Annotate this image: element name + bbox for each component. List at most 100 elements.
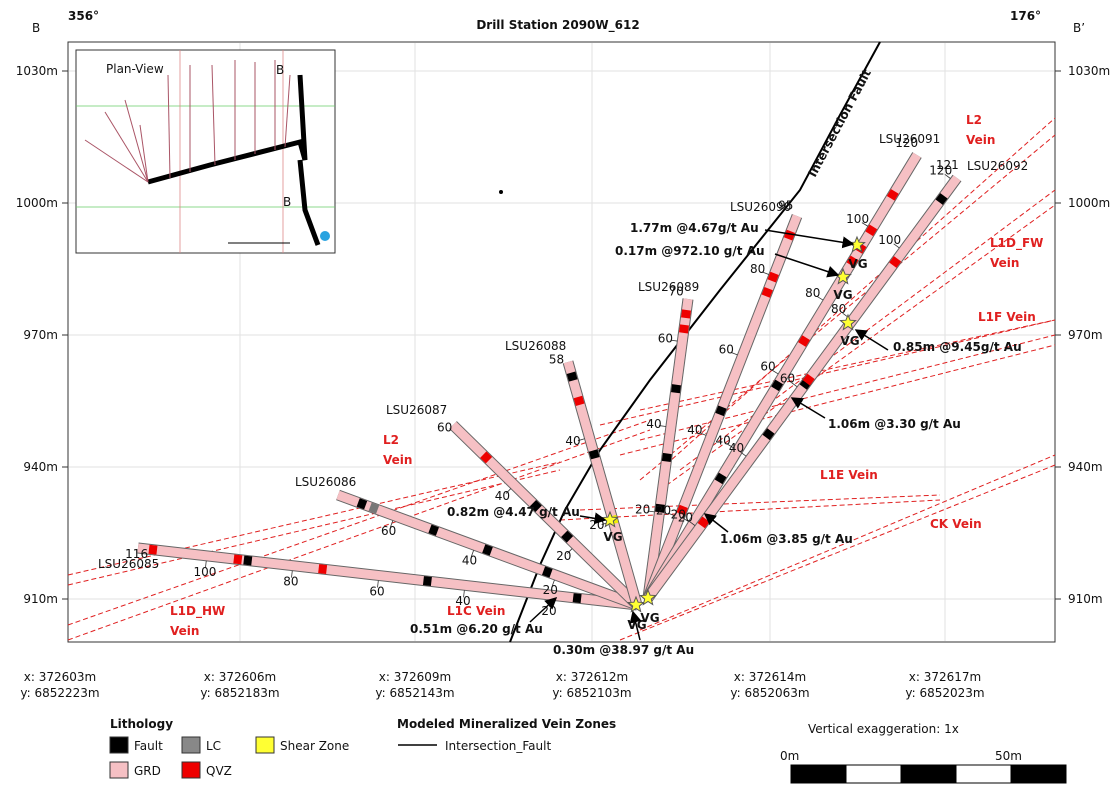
x-coord-label: x: 372612m bbox=[556, 670, 628, 684]
legend-label: QVZ bbox=[206, 764, 232, 778]
depth-tick bbox=[658, 425, 666, 427]
x-coord-label: x: 372606m bbox=[204, 670, 276, 684]
intercept-label: 0.85m @9.45g/t Au bbox=[893, 340, 1022, 354]
depth-label: 20 bbox=[556, 549, 571, 563]
y-tick-label: 910m bbox=[1068, 592, 1103, 606]
vg-star bbox=[639, 588, 657, 606]
intercept-arrow bbox=[854, 329, 889, 351]
lithology-interval bbox=[482, 544, 493, 556]
depth-tick bbox=[463, 590, 465, 598]
scale-segment bbox=[845, 764, 902, 784]
y-tick-label: 970m bbox=[1068, 328, 1103, 342]
legend-swatch bbox=[181, 761, 201, 779]
vg-label: VG bbox=[640, 611, 659, 625]
vein-boundary bbox=[579, 494, 941, 511]
depth-label: 20 bbox=[635, 502, 650, 516]
intercept-label: 1.77m @4.67g/t Au bbox=[630, 221, 759, 235]
intercept-arrow bbox=[529, 596, 558, 623]
vein-boundary bbox=[619, 464, 1056, 641]
lithology-interval bbox=[802, 373, 815, 386]
section-label: B’ bbox=[1073, 21, 1085, 35]
inset-marker: B bbox=[276, 63, 284, 77]
lithology-interval bbox=[771, 379, 784, 392]
depth-tick bbox=[762, 271, 769, 275]
hole-name: LSU26086 bbox=[295, 475, 356, 489]
depth-label: 100 bbox=[846, 212, 869, 226]
lithology-interval bbox=[661, 452, 672, 463]
vein-label: Vein bbox=[990, 256, 1019, 270]
vein-label: L1E Vein bbox=[820, 468, 878, 482]
y-tick-label: 940m bbox=[23, 460, 58, 474]
lithology-interval bbox=[681, 309, 691, 319]
lithology-interval bbox=[762, 428, 775, 441]
vein-boundary bbox=[639, 334, 1056, 441]
lithology-interval bbox=[886, 189, 899, 201]
lithology-interval bbox=[671, 384, 681, 394]
inset-hole bbox=[139, 124, 149, 183]
y-coord-label: y: 6852223m bbox=[20, 686, 99, 700]
vg-star bbox=[627, 595, 645, 613]
vein-boundary bbox=[639, 454, 1056, 631]
lithology-interval bbox=[480, 451, 493, 464]
scale-segment bbox=[900, 764, 957, 784]
depth-tick bbox=[689, 521, 696, 526]
scale-segment bbox=[1010, 764, 1067, 784]
depth-label: 40 bbox=[495, 489, 510, 503]
lithology-interval bbox=[541, 566, 553, 578]
hole-name: LSU26090 bbox=[730, 200, 791, 214]
depth-label: 80 bbox=[831, 302, 846, 316]
depth-label: 120 bbox=[929, 163, 952, 177]
inset-frame bbox=[75, 49, 336, 254]
plot-frame bbox=[67, 41, 1056, 643]
lithology-interval bbox=[428, 524, 439, 536]
depth-label: 40 bbox=[687, 423, 702, 437]
azimuth: 176° bbox=[1010, 9, 1041, 23]
point bbox=[499, 190, 503, 194]
inset-drift bbox=[147, 74, 308, 185]
depth-label: 20 bbox=[678, 511, 693, 525]
intercept-label: 1.06m @3.30 g/t Au bbox=[828, 417, 961, 431]
vein-boundary bbox=[639, 319, 1056, 411]
depth-label: 40 bbox=[565, 434, 580, 448]
x-coord-label: x: 372609m bbox=[379, 670, 451, 684]
depth-label: 40 bbox=[462, 553, 477, 567]
vg-label: VG bbox=[833, 288, 852, 302]
scale-caption: Vertical exaggeration: 1x bbox=[808, 722, 959, 736]
y-coord-label: y: 6852183m bbox=[200, 686, 279, 700]
inset-hole bbox=[284, 74, 291, 148]
intercept-label: 1.06m @3.85 g/t Au bbox=[720, 532, 853, 546]
legend-label: Fault bbox=[134, 739, 163, 753]
lithology-interval bbox=[148, 544, 158, 555]
depth-label: 20 bbox=[541, 604, 556, 618]
depth-label: 40 bbox=[715, 434, 730, 448]
intercept-label: 0.30m @38.97 g/t Au bbox=[553, 643, 694, 657]
legend-label: Intersection_Fault bbox=[445, 739, 551, 753]
y-coord-label: y: 6852143m bbox=[375, 686, 454, 700]
intercept-arrow bbox=[703, 513, 729, 533]
depth-tick bbox=[893, 243, 900, 249]
hole-name: LSU26088 bbox=[505, 339, 566, 353]
lithology-interval bbox=[715, 405, 727, 417]
y-tick-label: 1030m bbox=[1068, 64, 1110, 78]
inset-drift bbox=[297, 159, 321, 246]
inset-icon bbox=[320, 231, 330, 241]
intercept-arrow bbox=[764, 229, 855, 249]
drill-hole bbox=[644, 175, 961, 601]
lithology-interval bbox=[798, 335, 810, 347]
vg-label: VG bbox=[603, 530, 622, 544]
lithology-interval bbox=[561, 530, 574, 543]
lithology-interval bbox=[783, 229, 796, 241]
depth-label: 100 bbox=[878, 233, 901, 247]
intercept-label: 0.82m @4.47 g/t Au bbox=[447, 505, 580, 519]
y-tick-label: 970m bbox=[23, 328, 58, 342]
y-tick-label: 910m bbox=[23, 592, 58, 606]
hole-name: LSU26087 bbox=[386, 403, 447, 417]
vein-boundary bbox=[639, 134, 1056, 481]
depth-tick bbox=[944, 174, 951, 179]
depth-label: 60 bbox=[658, 331, 673, 345]
lithology-interval bbox=[935, 193, 948, 205]
depth-label: 60 bbox=[369, 584, 384, 598]
depth-tick bbox=[668, 512, 675, 517]
vein-label: Vein bbox=[170, 624, 199, 638]
